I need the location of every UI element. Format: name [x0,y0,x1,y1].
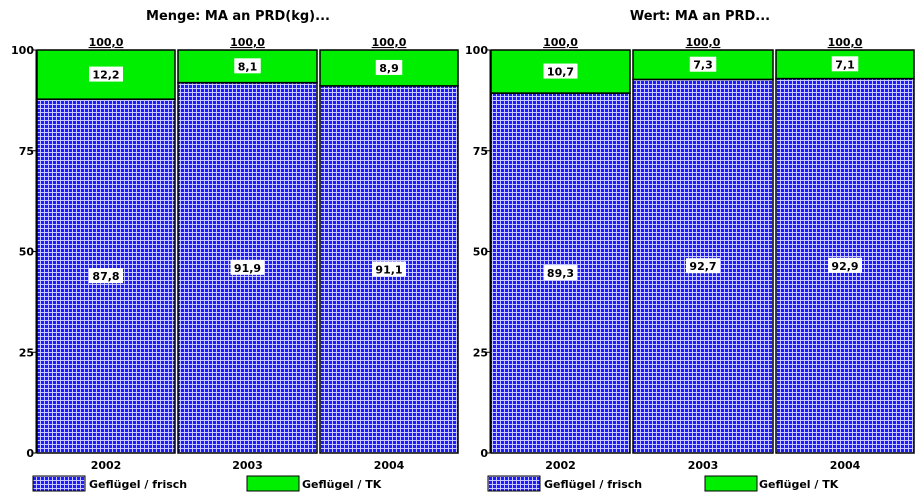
x-tick-label-2004: 2004 [830,459,861,472]
data-label-frisch-2003-box [686,258,720,274]
data-label-tk-2004-box [831,56,859,72]
x-tick-label-2002: 2002 [545,459,576,472]
data-label-frisch-2004: 91,1 [375,263,402,276]
data-label-frisch-2004-box [372,261,406,277]
y-tick-label-75: 75 [19,145,34,158]
y-tick-label-0: 0 [480,447,488,460]
total-label-2002: 100,0 [543,36,578,49]
data-label-frisch-2003: 92,7 [689,260,716,273]
legend-label-frisch: Geflügel / frisch [544,478,642,491]
x-tick-label-2003: 2003 [232,459,263,472]
y-tick-label-100: 100 [11,44,34,57]
x-tick-label-2003: 2003 [688,459,719,472]
y-tick-label-25: 25 [473,346,488,359]
legend-swatch-tk [704,475,758,492]
chart-panel-2: Wert: MA an PRD... 89,3 10,7 100,0 2002 92,7 7… [465,9,915,492]
data-label-tk-2003-box [234,58,261,74]
x-tick-label-2004: 2004 [374,459,405,472]
data-label-tk-2002-box [89,66,123,82]
chart-title: Menge: MA an PRD(kg)... [146,9,330,24]
data-label-tk-2004: 7,1 [835,58,855,71]
y-tick-label-50: 50 [473,246,489,259]
data-label-frisch-2003: 91,9 [234,262,261,275]
legend-swatch-frisch [32,475,86,492]
data-label-tk-2002: 10,7 [547,66,574,79]
total-label-2004: 100,0 [828,36,863,49]
data-label-frisch-2004-box [828,257,862,273]
data-label-tk-2004-box [375,59,403,75]
y-tick-label-100: 100 [465,44,488,57]
data-label-tk-2003: 8,1 [238,60,258,73]
total-label-2004: 100,0 [372,36,407,49]
y-tick-label-0: 0 [26,447,34,460]
data-label-tk-2003: 7,3 [693,59,713,72]
data-label-frisch-2002-box [89,268,123,284]
data-label-frisch-2002: 87,8 [92,270,119,283]
y-tick-label-25: 25 [19,346,34,359]
data-label-frisch-2003-box [230,259,265,275]
data-label-tk-2002-box [543,63,578,79]
total-label-2002: 100,0 [89,36,124,49]
data-label-tk-2003-box [689,56,717,72]
legend-swatch-tk [246,475,300,492]
total-label-2003: 100,0 [686,36,721,49]
legend-label-tk: Geflügel / TK [759,478,839,491]
data-label-tk-2002: 12,2 [92,69,119,82]
legend-swatch-frisch [487,475,541,492]
bar-frisch-2004 [775,77,915,454]
data-label-frisch-2004: 92,9 [831,260,858,273]
data-label-tk-2004: 8,9 [379,62,399,75]
chart-panel-1: Menge: MA an PRD(kg)... 87,8 12,2 100,0 2002… [11,9,459,492]
data-label-frisch-2002-box [543,265,578,281]
y-tick-label-50: 50 [19,246,35,259]
y-tick-label-75: 75 [473,145,488,158]
chart-title: Wert: MA an PRD... [630,9,770,24]
legend-label-frisch: Geflügel / frisch [89,478,187,491]
x-tick-label-2002: 2002 [91,459,122,472]
data-label-frisch-2002: 89,3 [547,267,574,280]
legend-label-tk: Geflügel / TK [302,478,382,491]
total-label-2003: 100,0 [230,36,265,49]
